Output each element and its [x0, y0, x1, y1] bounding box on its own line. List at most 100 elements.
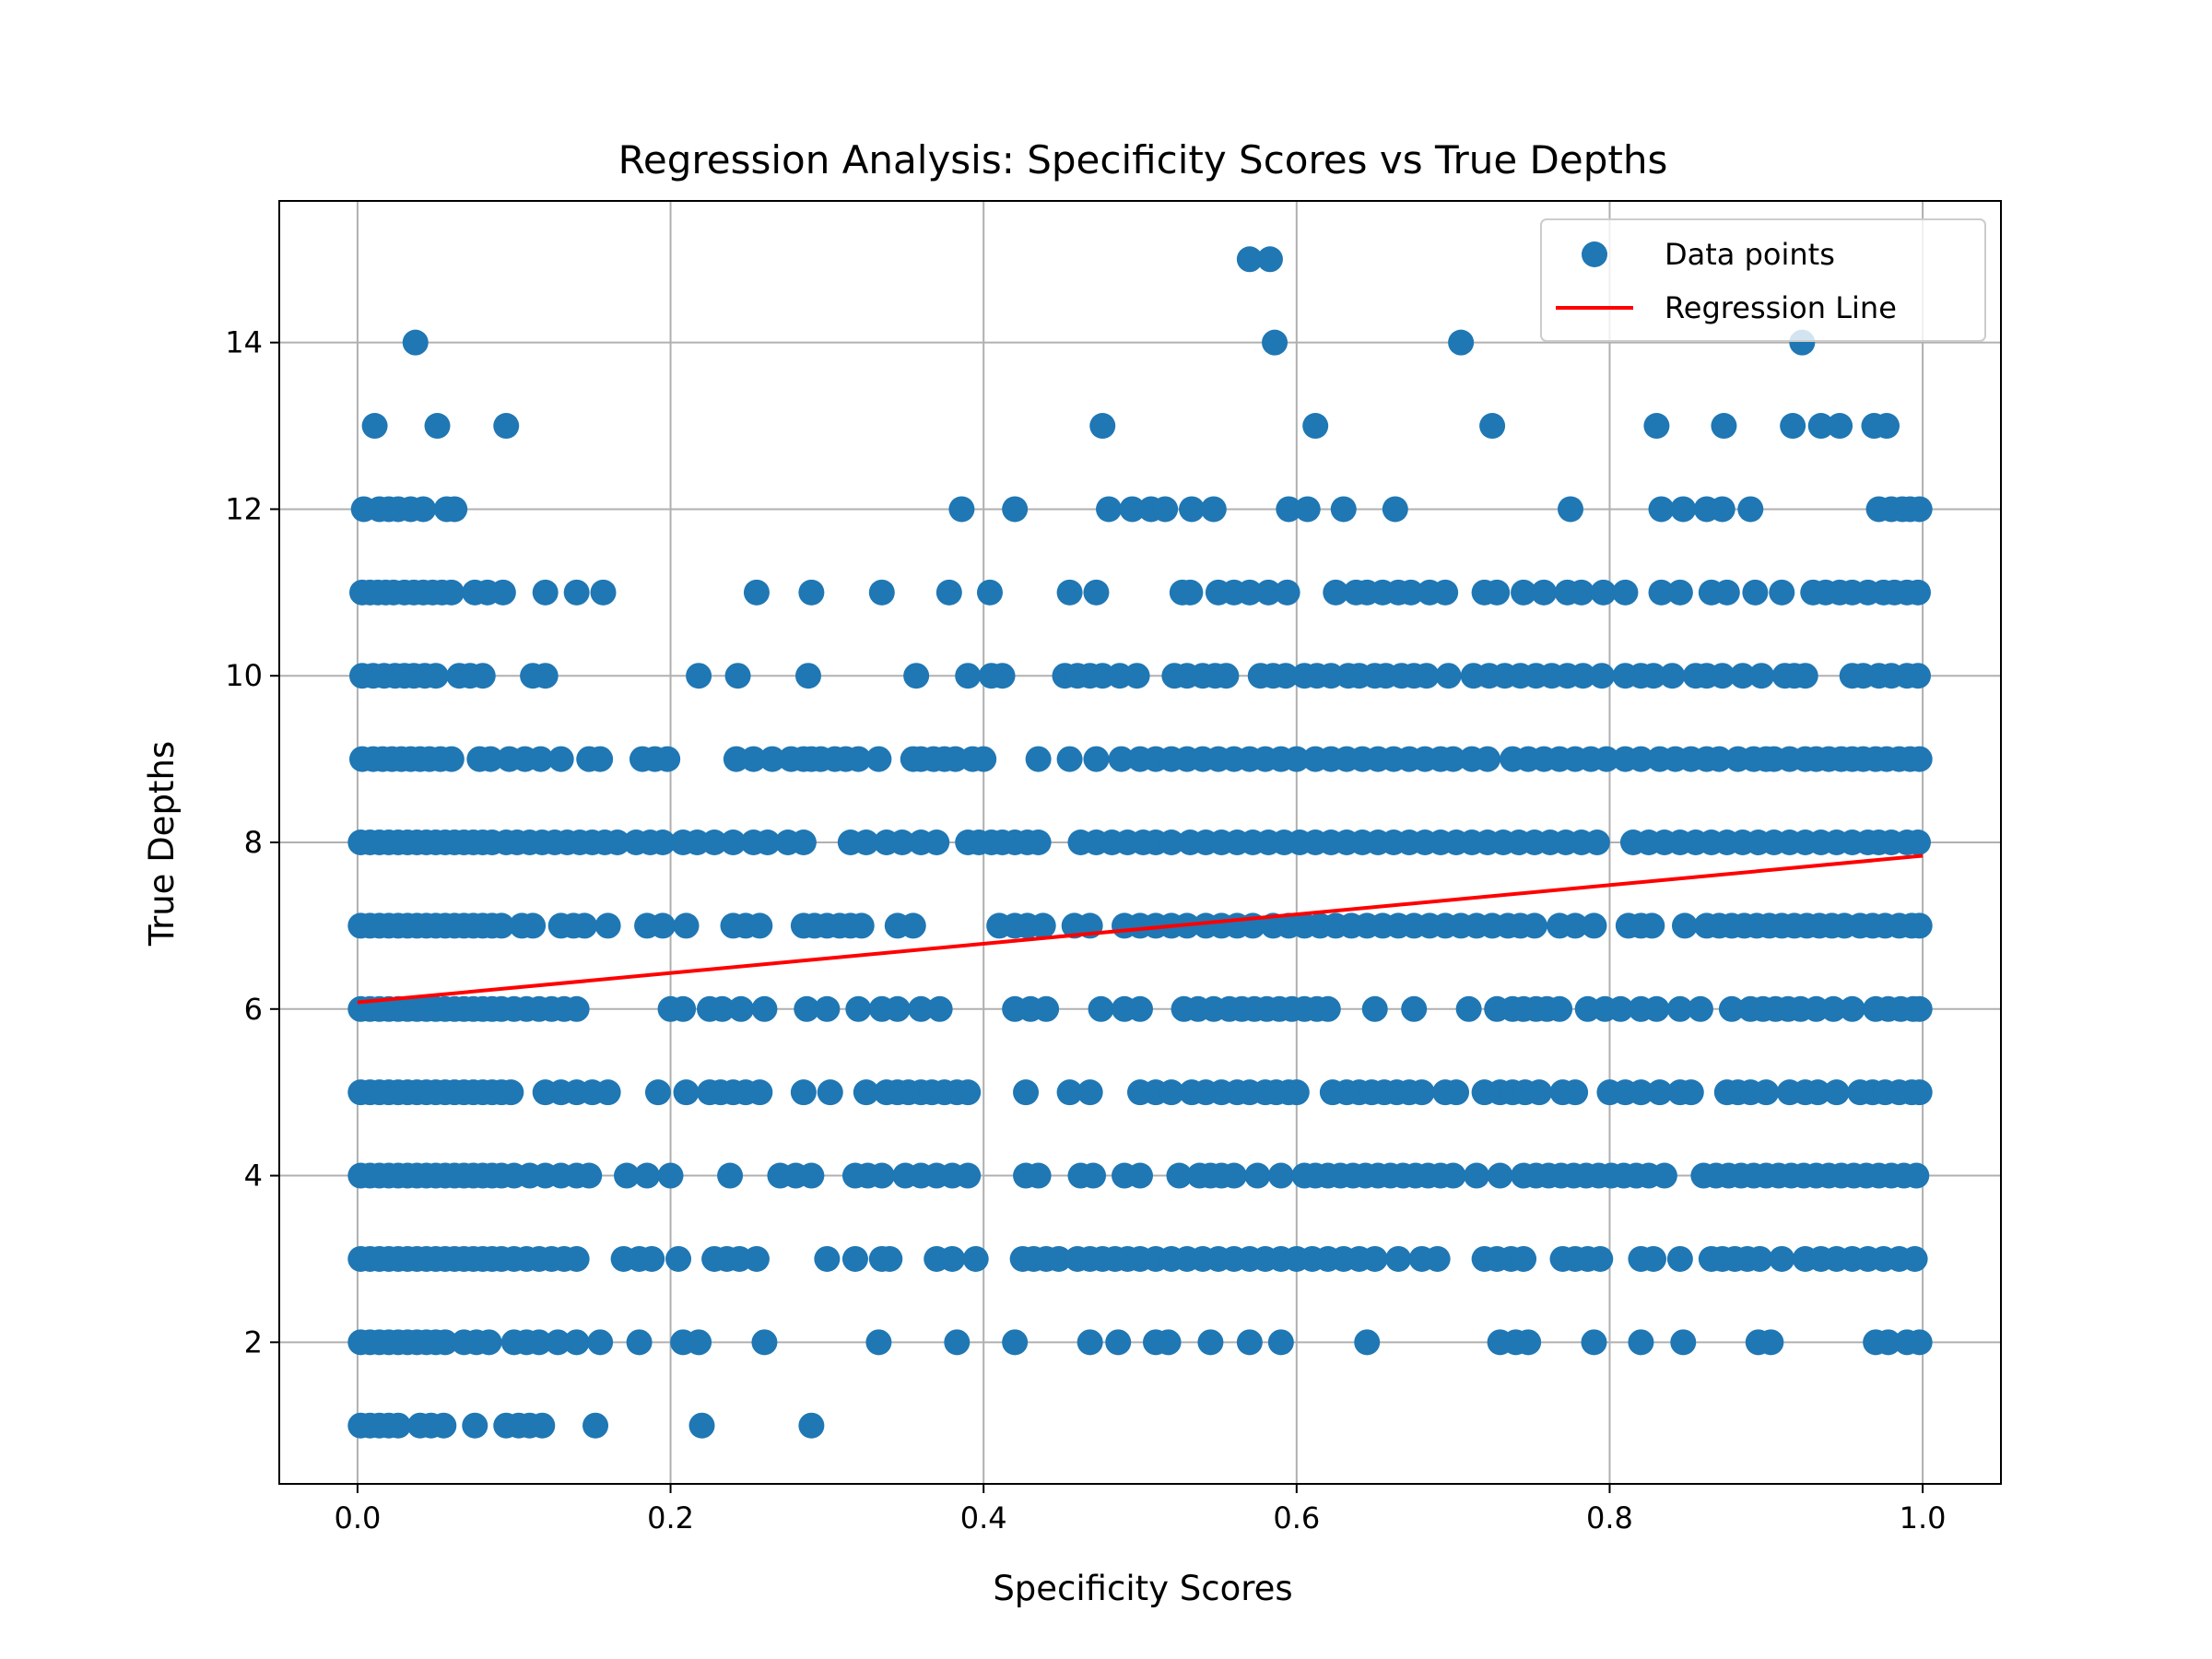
data-point [1401, 995, 1428, 1022]
data-point [1570, 663, 1596, 689]
data-point [1432, 579, 1459, 606]
data-point [1424, 1245, 1451, 1272]
data-point [520, 912, 547, 939]
data-point [1443, 1079, 1470, 1106]
data-point [1166, 1162, 1193, 1189]
data-point [626, 1329, 653, 1356]
data-point [1643, 413, 1670, 440]
data-point [1030, 912, 1056, 939]
data-point [1089, 413, 1116, 440]
data-point [1440, 746, 1466, 772]
data-point [1435, 663, 1462, 689]
data-point [1077, 1079, 1103, 1106]
data-point [1904, 830, 1931, 855]
data-point [1124, 663, 1150, 689]
data-point [1820, 995, 1847, 1022]
data-point [724, 663, 751, 689]
data-point [1267, 1162, 1294, 1189]
x-axis-ticks: 0.0 0.2 0.4 0.6 0.8 1.0 [334, 1484, 1947, 1535]
legend-marker-data-points [1582, 241, 1607, 267]
data-point [462, 1412, 488, 1439]
data-point [888, 830, 915, 855]
data-point [1901, 1245, 1928, 1272]
y-tick-label: 14 [225, 325, 263, 360]
data-point [1581, 1329, 1607, 1356]
data-point [1408, 1079, 1435, 1106]
data-point [1177, 579, 1204, 606]
data-point [814, 995, 841, 1022]
data-point [1330, 496, 1357, 523]
y-tick-label: 6 [244, 992, 263, 1027]
data-point [1464, 1162, 1490, 1189]
data-point [1628, 1079, 1654, 1106]
data-point [1361, 1245, 1388, 1272]
data-point [576, 1162, 603, 1189]
data-point [1807, 413, 1834, 440]
data-point [1025, 830, 1052, 855]
legend-label-data-points: Data points [1665, 237, 1835, 272]
data-point [1747, 1245, 1773, 1272]
data-point [1272, 663, 1299, 689]
data-point [743, 1245, 770, 1272]
data-point [1077, 1329, 1103, 1356]
data-point [1607, 995, 1634, 1022]
data-point [1108, 746, 1135, 772]
x-tick-label: 0.0 [334, 1500, 381, 1535]
data-point [1025, 746, 1052, 772]
data-point [527, 746, 554, 772]
data-point [1906, 995, 1933, 1022]
data-point [865, 1329, 892, 1356]
data-point [759, 746, 785, 772]
data-point [1515, 1329, 1542, 1356]
data-point [1236, 1329, 1263, 1356]
x-tick-label: 0.6 [1273, 1500, 1320, 1535]
data-point [438, 746, 465, 772]
data-point [1906, 912, 1933, 939]
data-point [438, 579, 465, 606]
data-point [1568, 579, 1594, 606]
data-point [747, 912, 773, 939]
regression-line-group [357, 853, 1924, 1005]
data-point [989, 663, 1016, 689]
data-point [814, 1245, 841, 1272]
data-point [1127, 1162, 1153, 1189]
data-point [751, 995, 778, 1022]
data-point [740, 746, 767, 772]
data-point [1479, 413, 1506, 440]
data-point [1013, 1079, 1040, 1106]
data-point [1197, 1329, 1224, 1356]
data-point [1314, 995, 1341, 1022]
data-point [935, 579, 962, 606]
data-point [1769, 1245, 1795, 1272]
data-point [1083, 746, 1110, 772]
data-point [1002, 496, 1029, 523]
x-tick-label: 0.2 [647, 1500, 694, 1535]
data-point [1213, 663, 1240, 689]
data-point [1687, 995, 1713, 1022]
data-point [1753, 1079, 1780, 1106]
data-point [670, 995, 697, 1022]
data-point [1906, 746, 1933, 772]
data-point [1742, 579, 1769, 606]
data-point [1547, 995, 1573, 1022]
data-point [1906, 1079, 1933, 1106]
data-point [1641, 663, 1667, 689]
y-tick-label: 12 [225, 491, 263, 526]
data-point [727, 995, 754, 1022]
data-point [1440, 1162, 1466, 1189]
data-point [424, 413, 451, 440]
data-point [790, 830, 817, 855]
data-point [1706, 746, 1733, 772]
data-point [853, 830, 879, 855]
data-point [794, 995, 820, 1022]
data-point [590, 579, 617, 606]
data-point [571, 912, 598, 939]
data-point [1729, 663, 1756, 689]
data-point [1105, 1329, 1132, 1356]
data-point [1780, 413, 1806, 440]
data-point [1487, 1162, 1513, 1189]
data-point [563, 995, 590, 1022]
data-point [1152, 496, 1179, 523]
data-point [1583, 830, 1610, 855]
data-point [1511, 1245, 1537, 1272]
